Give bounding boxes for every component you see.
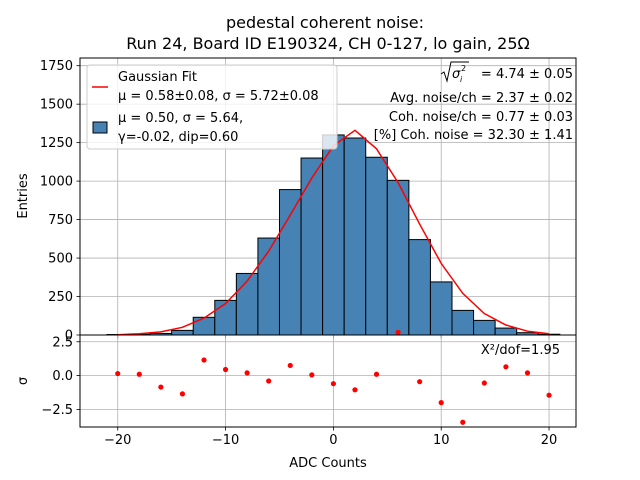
legend-hist-label-2: γ=-0.02, dip=0.60 — [118, 130, 238, 145]
histogram-bar — [386, 179, 410, 336]
histogram-bar — [343, 137, 367, 336]
histogram-bar — [473, 319, 496, 336]
chart-title-line1: pedestal coherent noise: — [226, 13, 424, 32]
bottom-axis-ticks: −20 −10 0 10 20 −2.5 0.0 2.5 — [41, 335, 557, 448]
y-tick-label-top: 0 — [65, 329, 73, 344]
y-tick-label-bottom: 0.0 — [52, 369, 73, 384]
histogram-bars — [106, 134, 561, 336]
histogram-bar — [322, 134, 345, 336]
coh-noise-pct-text: [%] Coh. noise = 32.30 ± 1.41 — [374, 128, 573, 143]
residual-point — [136, 371, 142, 377]
sigma-value: = 4.74 ± 0.05 — [481, 67, 573, 82]
residual-point — [503, 364, 509, 370]
x-tick-label: 0 — [329, 433, 337, 448]
bottom-axes-frame — [79, 334, 577, 428]
chart-title-line2: Run 24, Board ID E190324, CH 0-127, lo g… — [126, 34, 529, 53]
y-tick-label-top: 750 — [48, 213, 73, 228]
sigma-subscript: i — [460, 75, 463, 84]
residual-point — [438, 400, 444, 406]
histogram-bar — [214, 299, 237, 336]
residual-points — [115, 329, 552, 425]
histogram-bar — [429, 281, 453, 336]
legend: Gaussian Fit μ = 0.58±0.08, σ = 5.72±0.0… — [86, 64, 338, 150]
x-tick-label: −10 — [212, 433, 239, 448]
histogram-bar — [365, 156, 388, 336]
histogram-bar — [278, 189, 302, 336]
y-tick-label-top: 1250 — [40, 136, 73, 151]
sigma-superscript: 2 — [461, 64, 466, 73]
histogram-bar — [257, 237, 280, 336]
residual-point — [417, 379, 423, 385]
y-tick-label-bottom: −2.5 — [41, 403, 73, 418]
histogram-bar — [192, 316, 216, 336]
legend-fit-label-1: Gaussian Fit — [118, 70, 197, 85]
y-axis-label-top: Entries — [16, 173, 31, 219]
avg-noise-text: Avg. noise/ch = 2.37 ± 0.02 — [390, 91, 573, 106]
histogram-bar — [451, 309, 475, 336]
y-tick-label-top: 1500 — [40, 98, 73, 113]
y-tick-label-top: 500 — [48, 252, 73, 267]
residual-point — [330, 381, 336, 387]
residual-point — [395, 329, 401, 335]
x-axis-label: ADC Counts — [289, 456, 367, 471]
legend-hist-swatch — [92, 121, 108, 134]
legend-fit-label-2: μ = 0.58±0.08, σ = 5.72±0.08 — [118, 89, 319, 104]
histogram-bar — [408, 239, 431, 336]
residual-point — [546, 392, 552, 398]
residual-point — [266, 378, 272, 384]
residual-point — [373, 371, 380, 377]
x-tick-label: 20 — [541, 433, 558, 448]
residual-point — [179, 391, 186, 397]
sigma-annotation: σ i 2 = 4.74 ± 0.05 — [440, 61, 573, 84]
x-tick-label: −20 — [104, 433, 131, 448]
residual-point — [309, 372, 315, 378]
residual-point — [115, 370, 121, 377]
histogram-bar — [171, 329, 194, 336]
residual-point — [287, 362, 293, 369]
residual-point — [201, 357, 207, 363]
y-tick-label-bottom: 2.5 — [52, 335, 73, 350]
x-tick-label: 10 — [433, 433, 450, 448]
histogram-bar — [494, 327, 518, 336]
residual-point — [158, 384, 164, 390]
y-tick-label-top: 1000 — [40, 175, 73, 190]
sqrt-sign — [440, 61, 469, 83]
y-axis-label-bottom: σ — [16, 377, 31, 385]
y-tick-label-top: 1750 — [40, 59, 73, 74]
sigma-symbol: σ — [452, 67, 461, 82]
residual-point — [460, 419, 466, 425]
bottom-grid — [80, 335, 576, 427]
y-tick-label-top: 250 — [48, 290, 73, 305]
residual-point — [352, 387, 358, 393]
residual-point — [222, 366, 229, 373]
residual-point — [244, 370, 250, 376]
coh-noise-text: Coh. noise/ch = 0.77 ± 0.03 — [389, 110, 573, 125]
chi2-text: Χ²/dof=1.95 — [481, 343, 560, 358]
legend-box — [86, 64, 338, 150]
histogram-bar — [300, 157, 324, 336]
histogram-bar — [235, 272, 259, 336]
legend-hist-label-1: μ = 0.50, σ = 5.64, — [118, 111, 243, 126]
top-axis-ticks: 0 250 500 750 1000 1250 1500 1750 — [40, 59, 550, 344]
residual-point — [524, 370, 531, 376]
residual-point — [481, 380, 487, 386]
